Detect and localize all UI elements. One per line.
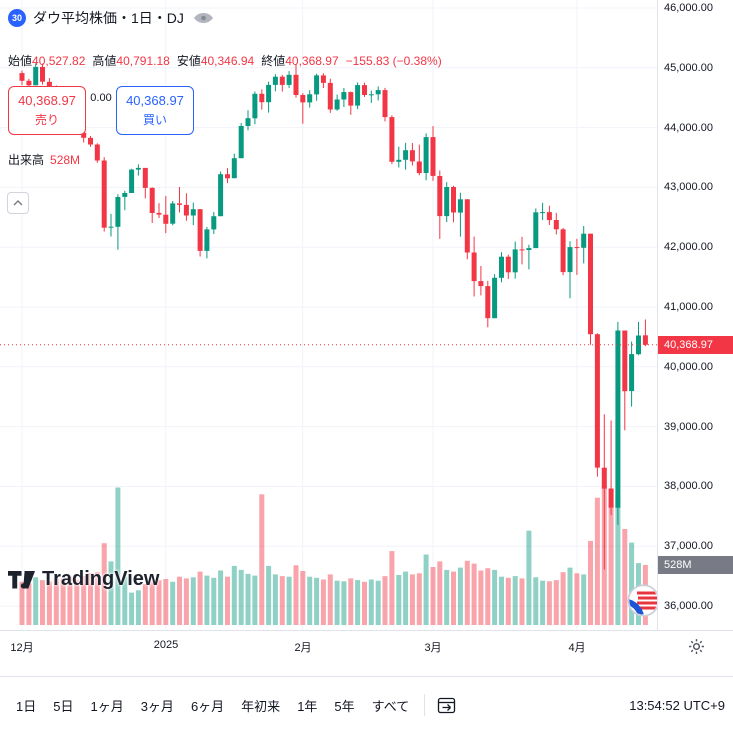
timezone-clock-button[interactable]: 13:54:52 UTC+9: [629, 697, 725, 713]
range-button-2[interactable]: 5日: [45, 691, 81, 720]
goto-date-button[interactable]: [432, 691, 461, 720]
ohlc-readout: 始値40,527.82 高値40,791.18 安値40,346.94 終値40,36…: [8, 52, 449, 69]
time-axis[interactable]: 12月 2025 2月 3月 4月: [0, 631, 657, 676]
price-axis-label: 36,000.00: [664, 600, 713, 612]
range-button-8[interactable]: 5年: [326, 691, 362, 720]
close-label: 終値: [261, 54, 286, 68]
chevron-up-icon: [13, 200, 23, 206]
range-button-5[interactable]: 6ヶ月: [183, 691, 232, 720]
gear-icon: [689, 639, 704, 654]
price-axis-label: 37,000.00: [664, 540, 713, 552]
price-axis-label: 39,000.00: [664, 421, 713, 433]
price-axis-label: 46,000.00: [664, 2, 713, 14]
tradingview-logo-icon: [8, 570, 35, 588]
toolbar-divider: [424, 694, 426, 716]
price-axis-label: 44,000.00: [664, 122, 713, 134]
symbol-badge: 30: [8, 9, 26, 27]
time-axis-label: 12月: [10, 642, 34, 654]
range-button-1[interactable]: 1日: [8, 691, 44, 720]
visibility-eye-icon[interactable]: [193, 12, 214, 24]
range-button-4[interactable]: 3ヶ月: [133, 691, 182, 720]
price-axis-label: 45,000.00: [664, 62, 713, 74]
price-axis-label: 41,000.00: [664, 301, 713, 313]
bottom-toolbar: 1日 5日 1ヶ月 3ヶ月 6ヶ月 年初来 1年 5年 すべて 13:54:52 UTC+9: [0, 676, 733, 733]
settings-gear-button[interactable]: [686, 636, 707, 660]
close-value: 40,368.97: [285, 54, 339, 68]
watermark-text: TradingView: [42, 568, 160, 590]
chart-title[interactable]: ダウ平均株価・1日・DJ: [33, 10, 184, 26]
tradingview-watermark[interactable]: TradingView: [8, 568, 159, 591]
low-value: 40,346.94: [200, 54, 255, 68]
high-value: 40,791.18: [116, 54, 170, 68]
volume-badge: 528M: [658, 556, 733, 574]
price-axis-label: 42,000.00: [664, 241, 713, 253]
range-button-9[interactable]: すべて: [364, 691, 418, 720]
buy-price: 40,368.97: [126, 93, 184, 108]
high-label: 高値: [92, 54, 117, 68]
price-axis-label: 40,000.00: [664, 361, 713, 373]
pane-maximize-button[interactable]: [7, 192, 29, 214]
axis-corner: [657, 631, 733, 676]
date-range-buttons: 1日 5日 1ヶ月 3ヶ月 6ヶ月 年初来 1年 5年 すべて: [8, 691, 417, 720]
change-value: −155.83 (−0.38%): [345, 54, 442, 68]
open-label: 始値: [8, 54, 33, 68]
sell-price: 40,368.97: [18, 93, 76, 108]
trade-buttons: 40,368.97 売り 0.00 40,368.97 買い: [8, 86, 194, 135]
time-axis-label: 2月: [294, 642, 312, 654]
calendar-icon: [438, 697, 456, 713]
time-axis-label: 3月: [424, 642, 442, 654]
price-axis-label: 38,000.00: [664, 480, 713, 492]
range-button-7[interactable]: 1年: [289, 691, 325, 720]
last-price-badge: 40,368.97: [658, 336, 733, 354]
price-axis[interactable]: 40,368.97 528M 46,000.00 45,000.00 44,000.…: [657, 0, 733, 676]
volume-value: 528M: [50, 153, 81, 167]
open-value: 40,527.82: [32, 54, 86, 68]
time-axis-label: 2025: [153, 639, 179, 651]
buy-label: 買い: [142, 113, 167, 127]
range-button-6[interactable]: 年初来: [233, 691, 288, 720]
sell-button[interactable]: 40,368.97 売り: [8, 86, 86, 135]
dow-jones-logo-icon: [627, 584, 660, 622]
time-axis-label: 4月: [568, 642, 586, 654]
price-axis-label: 43,000.00: [664, 181, 713, 193]
volume-label: 出来高: [8, 153, 45, 167]
low-label: 安値: [176, 54, 201, 68]
sell-label: 売り: [34, 113, 59, 127]
axis-divider: [0, 630, 733, 631]
spread-value: 0.00: [90, 92, 112, 104]
volume-readout: 出来高 528M: [8, 151, 80, 168]
buy-button[interactable]: 40,368.97 買い: [116, 86, 194, 135]
range-button-3[interactable]: 1ヶ月: [82, 691, 131, 720]
